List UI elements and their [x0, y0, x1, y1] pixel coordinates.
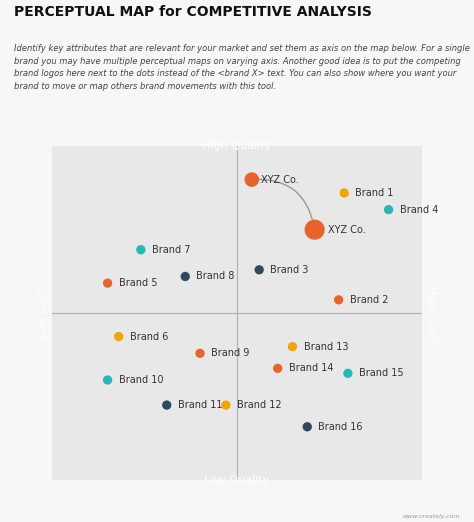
Point: [196, 349, 204, 358]
Text: www.creately.com: www.creately.com: [402, 514, 460, 519]
Point: [335, 295, 342, 304]
Point: [255, 266, 263, 274]
Text: Low Quality: Low Quality: [204, 475, 270, 485]
Point: [274, 364, 282, 373]
Point: [385, 206, 392, 214]
Text: Brand 3: Brand 3: [270, 265, 309, 275]
Point: [303, 423, 311, 431]
Point: [137, 245, 145, 254]
Text: Brand 15: Brand 15: [359, 369, 404, 378]
Text: Identify key attributes that are relevant for your market and set them as axis o: Identify key attributes that are relevan…: [14, 44, 470, 91]
Point: [104, 279, 111, 287]
Point: [311, 226, 319, 234]
Text: Brand 14: Brand 14: [289, 363, 333, 373]
Text: Brand 7: Brand 7: [152, 245, 191, 255]
Text: Brand 11: Brand 11: [178, 400, 222, 410]
Text: Brand 4: Brand 4: [400, 205, 438, 215]
Point: [182, 272, 189, 281]
Text: XYZ Co.: XYZ Co.: [261, 174, 299, 185]
Text: Brand 12: Brand 12: [237, 400, 282, 410]
Text: Brand 5: Brand 5: [118, 278, 157, 288]
Point: [104, 376, 111, 384]
Point: [163, 401, 171, 409]
Text: Brand 10: Brand 10: [118, 375, 163, 385]
Text: Brand 16: Brand 16: [319, 422, 363, 432]
Text: High Cost: High Cost: [426, 286, 436, 340]
Text: PERCEPTUAL MAP for COMPETITIVE ANALYSIS: PERCEPTUAL MAP for COMPETITIVE ANALYSIS: [14, 5, 372, 19]
Text: High Quality: High Quality: [202, 141, 272, 151]
Point: [289, 342, 296, 351]
Text: XYZ Co.: XYZ Co.: [328, 224, 365, 235]
Point: [340, 189, 348, 197]
Point: [222, 401, 230, 409]
Text: Brand 1: Brand 1: [356, 188, 394, 198]
Point: [115, 333, 122, 341]
Text: Brand 13: Brand 13: [303, 341, 348, 352]
Text: Brand 9: Brand 9: [211, 348, 249, 358]
Text: Brand 2: Brand 2: [350, 295, 388, 305]
Text: Brand 6: Brand 6: [130, 331, 168, 341]
Text: Brand 8: Brand 8: [196, 271, 235, 281]
Point: [344, 369, 352, 377]
Text: Low Cost: Low Cost: [38, 288, 48, 338]
Point: [248, 175, 255, 184]
